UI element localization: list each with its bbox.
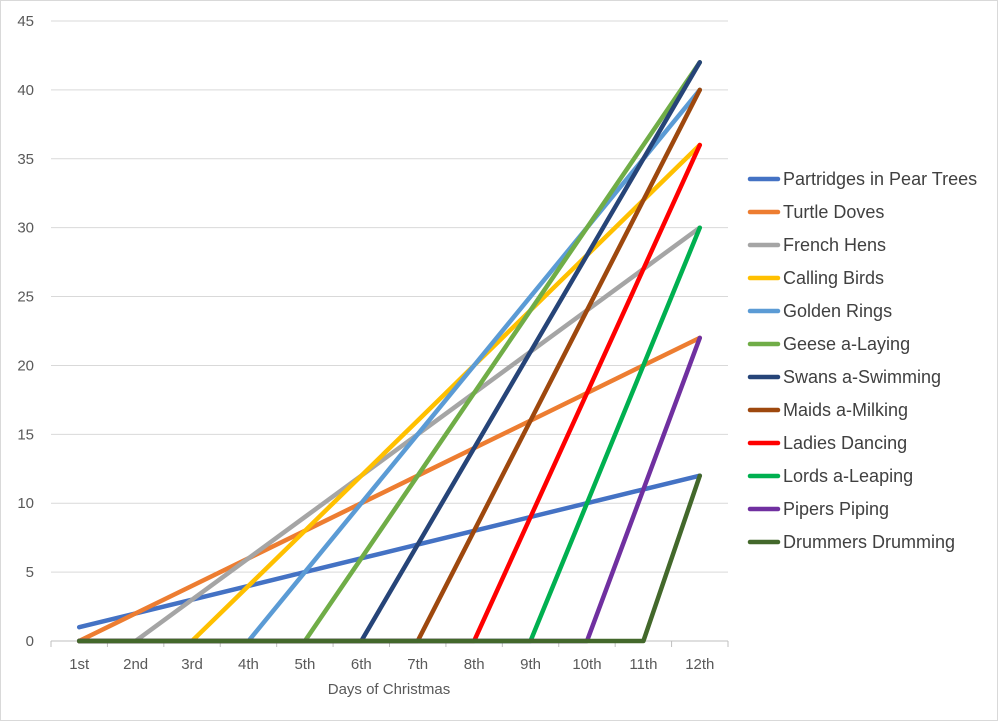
x-tick-label: 12th <box>685 656 714 673</box>
x-tick-label: 3rd <box>181 656 203 673</box>
series-lines <box>76 60 703 644</box>
y-tick-label: 20 <box>17 357 34 374</box>
x-tick-label: 2nd <box>123 656 148 673</box>
x-tick-label: 10th <box>572 656 601 673</box>
legend: Partridges in Pear Trees Turtle Doves Fren… <box>747 169 977 552</box>
y-tick-label: 25 <box>17 289 34 306</box>
y-tick-label: 40 <box>17 82 34 99</box>
legend-label: French Hens <box>783 235 886 255</box>
y-tick-labels: 0 5 10 15 20 25 30 35 40 45 <box>17 13 34 650</box>
legend-label: Calling Birds <box>783 268 884 288</box>
y-tick-label: 45 <box>17 13 34 30</box>
x-tick-label: 7th <box>407 656 428 673</box>
legend-label: Turtle Doves <box>783 202 884 222</box>
x-tick-label: 4th <box>238 656 259 673</box>
x-tick-label: 1st <box>69 656 90 673</box>
legend-label: Drummers Drumming <box>783 532 955 552</box>
legend-label: Golden Rings <box>783 301 892 321</box>
legend-label: Geese a-Laying <box>783 334 910 354</box>
y-tick-label: 0 <box>26 633 34 650</box>
legend-label: Swans a-Swimming <box>783 367 941 387</box>
x-tick-label: 9th <box>520 656 541 673</box>
x-tick-label: 6th <box>351 656 372 673</box>
series-line-3 <box>76 225 703 644</box>
legend-label: Lords a-Leaping <box>783 466 913 486</box>
x-tick-label: 11th <box>629 656 657 673</box>
y-tick-label: 30 <box>17 220 34 237</box>
legend-label: Maids a-Milking <box>783 400 908 420</box>
y-tick-label: 10 <box>17 495 34 512</box>
x-tick-label: 8th <box>464 656 485 673</box>
y-tick-label: 5 <box>26 564 34 581</box>
x-axis-title: Days of Christmas <box>328 681 451 698</box>
series-line-1 <box>76 473 703 630</box>
legend-label: Partridges in Pear Trees <box>783 169 977 189</box>
x-tick-labels: 1st 2nd 3rd 4th 5th 6th 7th 8th 9th 10th 11th 12th <box>69 656 714 673</box>
series-line-12 <box>76 473 703 644</box>
x-tick-label: 5th <box>294 656 315 673</box>
y-tick-label: 15 <box>17 426 34 443</box>
legend-label: Ladies Dancing <box>783 433 907 453</box>
series-line-2 <box>76 335 703 644</box>
legend-label: Pipers Piping <box>783 499 889 519</box>
gridlines <box>51 20 728 573</box>
y-tick-label: 35 <box>17 151 34 168</box>
